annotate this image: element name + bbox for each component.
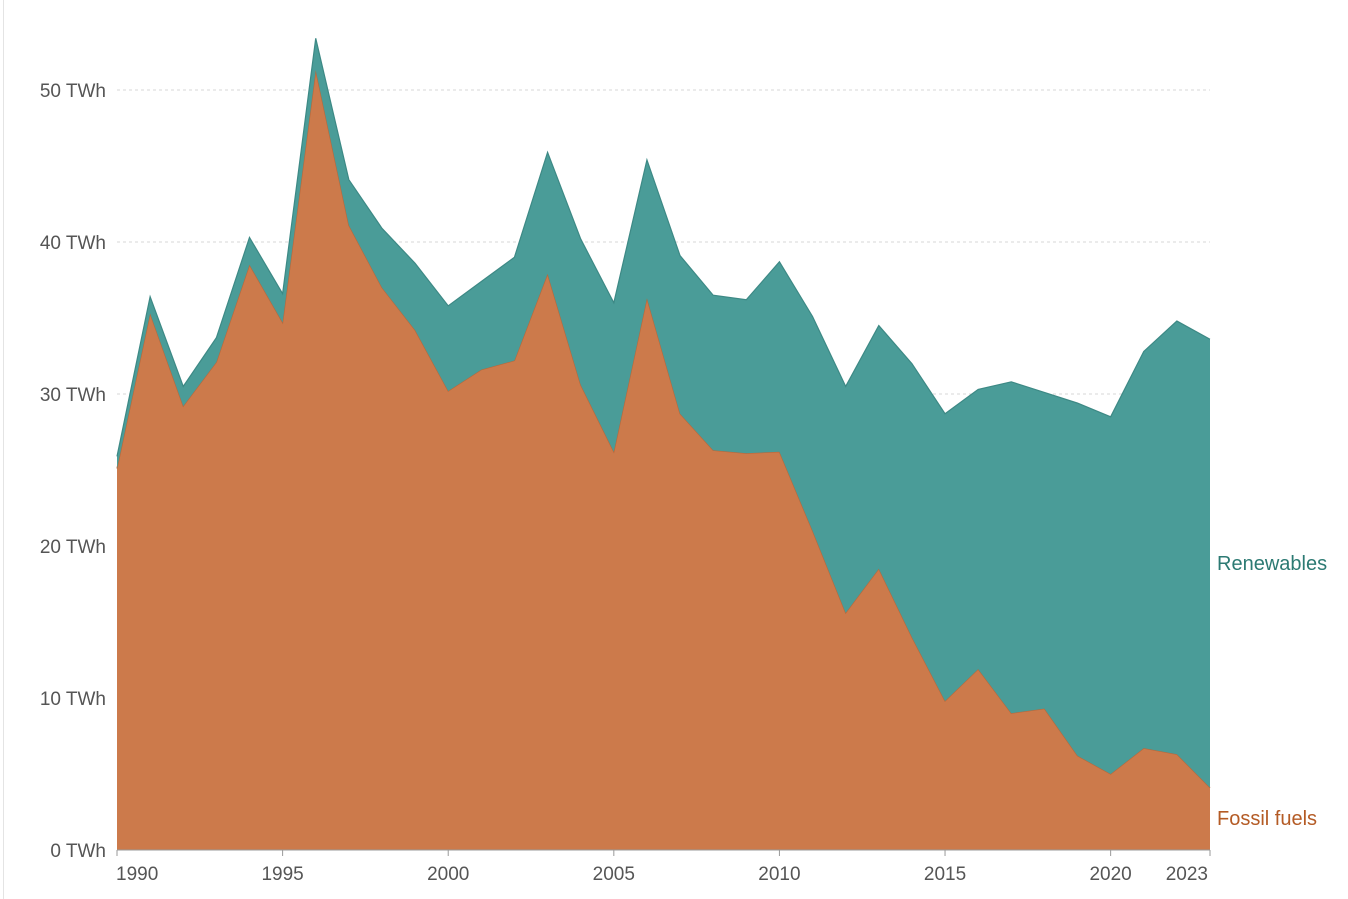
x-tick-label: 2020 bbox=[1089, 864, 1131, 885]
x-tick-label: 2015 bbox=[924, 864, 966, 885]
line-renewables bbox=[116, 38, 1211, 457]
y-tick-label: 30 TWh bbox=[40, 385, 106, 406]
x-tick-label: 1990 bbox=[116, 864, 158, 885]
x-tick-label: 2005 bbox=[593, 864, 635, 885]
x-axis-ticks: 1990 1995 2000 2005 2010 2015 2020 2023 bbox=[116, 850, 1211, 885]
series-label-renewables: Renewables bbox=[1217, 553, 1327, 575]
y-tick-label: 10 TWh bbox=[40, 689, 106, 710]
series-labels: Fossil fuels Renewables bbox=[1217, 553, 1327, 830]
series-label-fossil-fuels: Fossil fuels bbox=[1217, 808, 1317, 830]
x-tick-label: 1995 bbox=[261, 864, 303, 885]
x-tick-label: 2000 bbox=[427, 864, 469, 885]
y-tick-label: 20 TWh bbox=[40, 537, 106, 558]
y-axis-ticks: 0 TWh 10 TWh 20 TWh 30 TWh 40 TWh 50 TWh bbox=[40, 81, 106, 862]
area-layer bbox=[116, 38, 1211, 851]
y-tick-label: 50 TWh bbox=[40, 81, 106, 102]
y-tick-label: 0 TWh bbox=[50, 841, 106, 862]
area-fossil-fuels bbox=[117, 70, 1210, 851]
area-renewables bbox=[117, 38, 1210, 788]
y-tick-label: 40 TWh bbox=[40, 233, 106, 254]
x-tick-label: 2010 bbox=[758, 864, 800, 885]
x-tick-label: 2023 bbox=[1166, 864, 1208, 885]
left-border bbox=[3, 0, 4, 899]
